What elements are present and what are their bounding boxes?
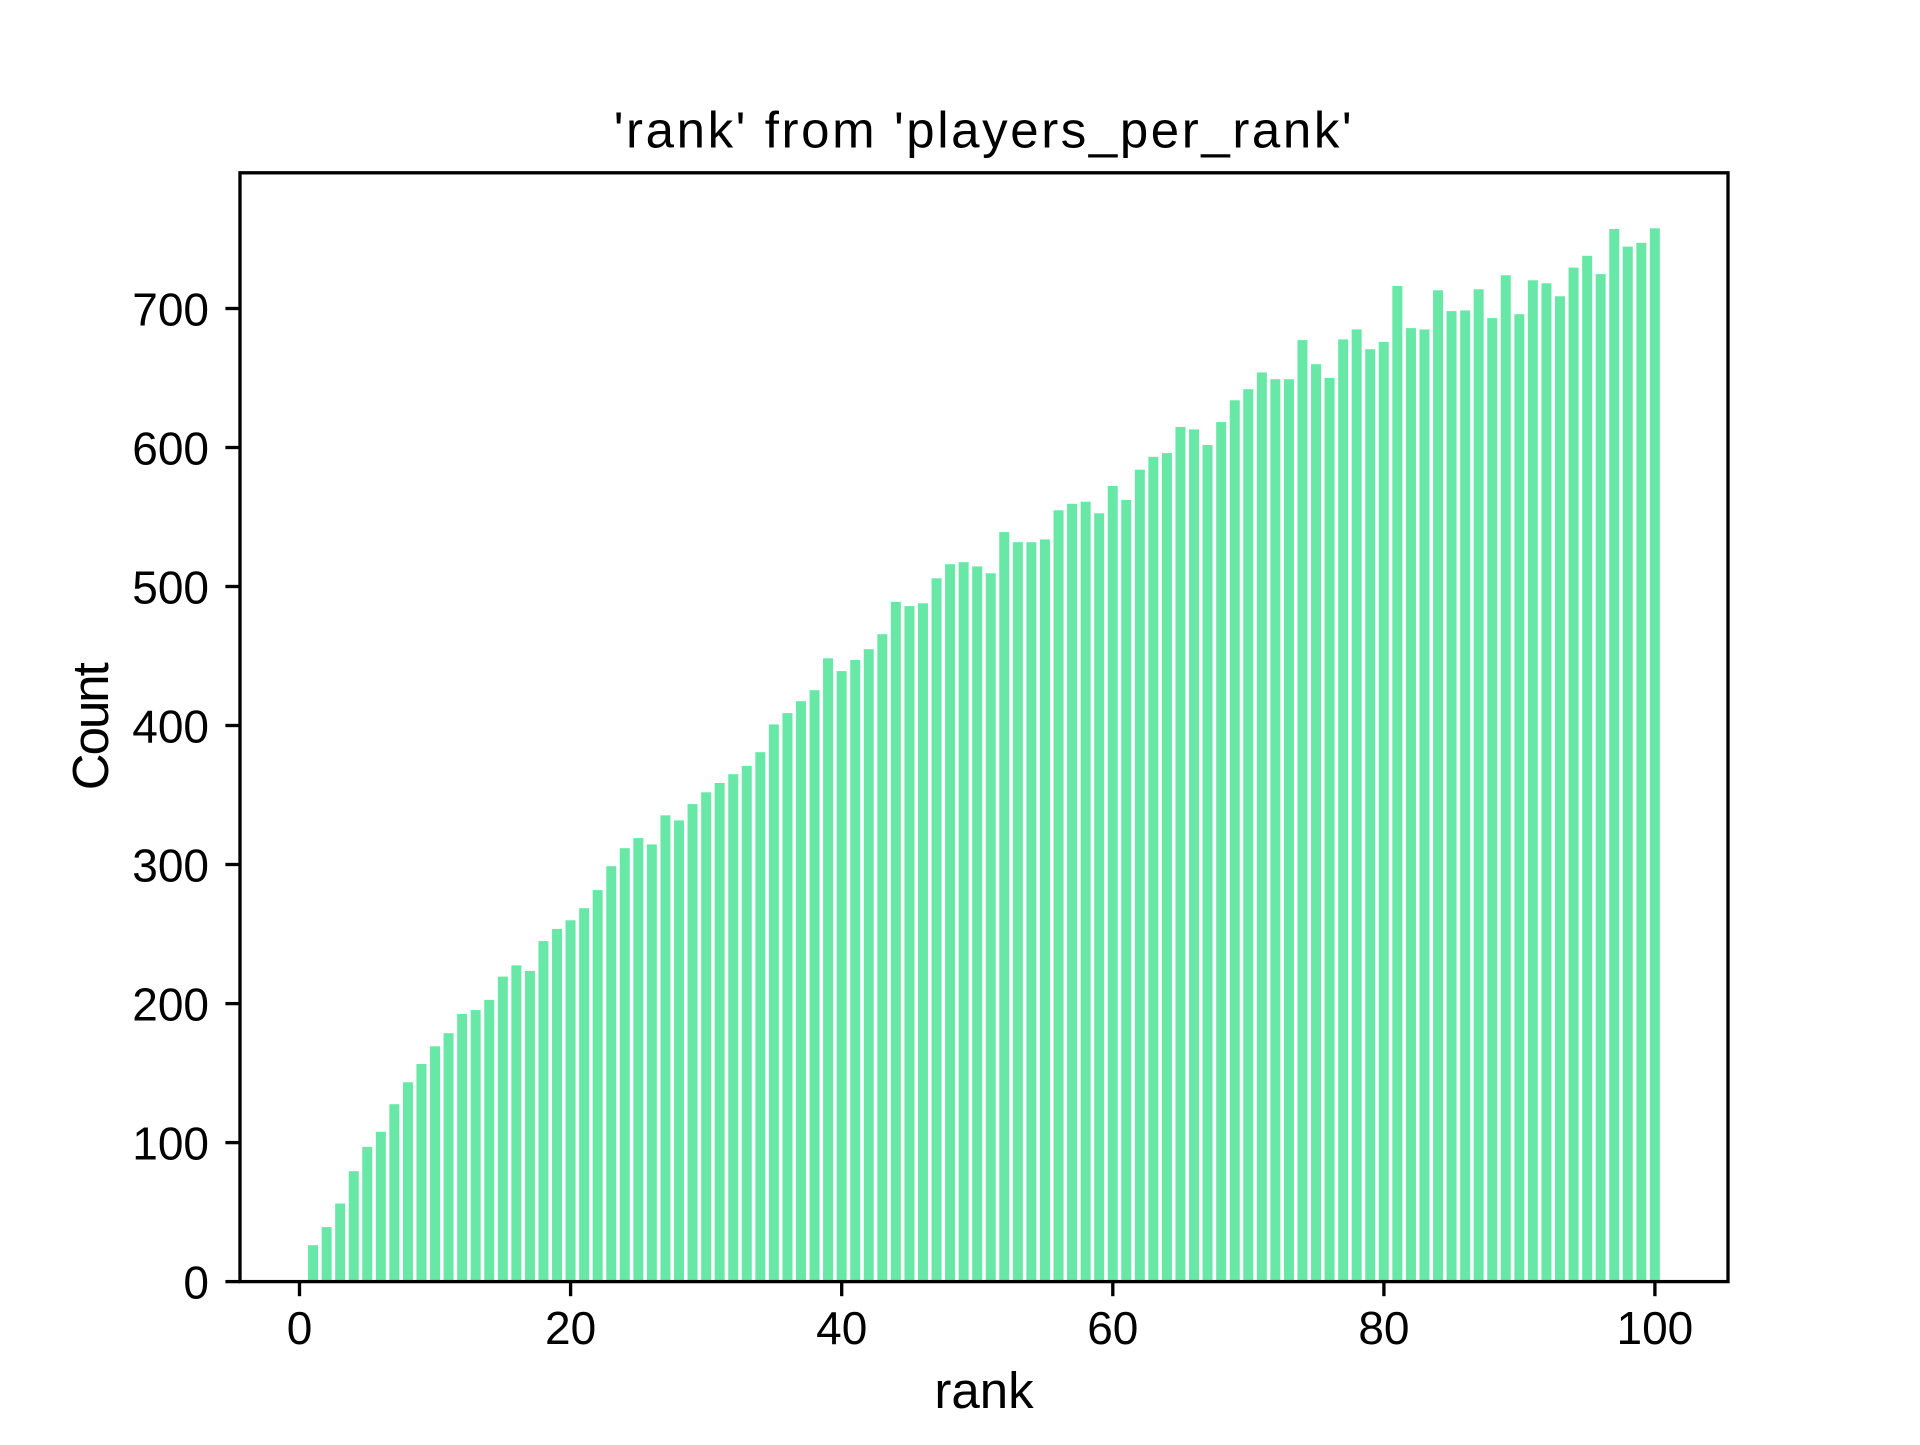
svg-text:60: 60 [1087,1302,1138,1354]
svg-text:100: 100 [132,1118,209,1170]
svg-text:'rank' from 'players_per_rank': 'rank' from 'players_per_rank' [614,101,1355,158]
svg-text:rank: rank [934,1362,1034,1419]
svg-text:300: 300 [132,840,209,892]
svg-text:500: 500 [132,562,209,614]
svg-text:0: 0 [183,1257,209,1309]
svg-text:0: 0 [287,1302,313,1354]
svg-text:200: 200 [132,979,209,1031]
svg-text:600: 600 [132,423,209,475]
svg-text:700: 700 [132,284,209,336]
svg-text:400: 400 [132,701,209,753]
svg-text:80: 80 [1358,1302,1409,1354]
svg-text:20: 20 [545,1302,596,1354]
svg-text:100: 100 [1617,1302,1694,1354]
svg-text:Count: Count [62,662,119,790]
svg-text:40: 40 [816,1302,867,1354]
